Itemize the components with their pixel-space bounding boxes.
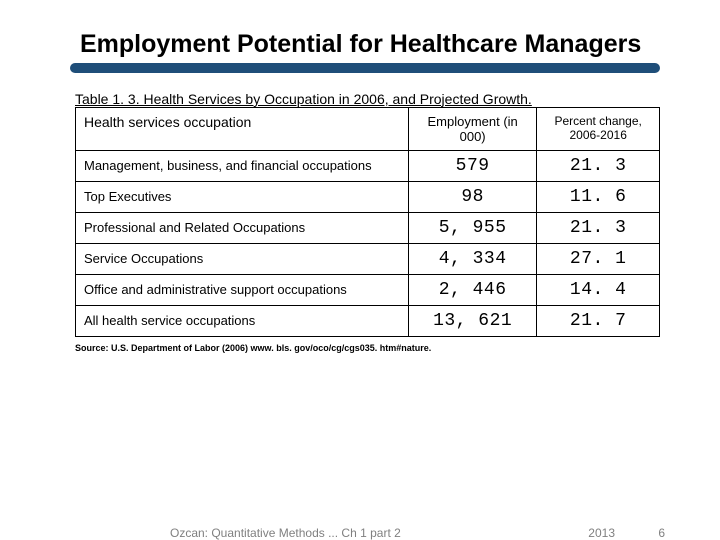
cell-employment: 98 [408, 181, 536, 212]
content-area: Table 1. 3. Health Services by Occupatio… [0, 73, 720, 353]
col-header-occupation: Health services occupation [76, 107, 409, 150]
table-row: All health service occupations 13, 621 2… [76, 305, 660, 336]
cell-occupation: Service Occupations [76, 243, 409, 274]
col-header-employment: Employment (in 000) [408, 107, 536, 150]
cell-percent: 27. 1 [537, 243, 660, 274]
table-header-row: Health services occupation Employment (i… [76, 107, 660, 150]
col-header-percent: Percent change, 2006-2016 [537, 107, 660, 150]
cell-percent: 14. 4 [537, 274, 660, 305]
data-table: Health services occupation Employment (i… [75, 107, 660, 337]
cell-employment: 2, 446 [408, 274, 536, 305]
footer-left: Ozcan: Quantitative Methods ... Ch 1 par… [170, 526, 401, 540]
cell-percent: 11. 6 [537, 181, 660, 212]
cell-employment: 13, 621 [408, 305, 536, 336]
cell-occupation: Top Executives [76, 181, 409, 212]
cell-occupation: Professional and Related Occupations [76, 212, 409, 243]
table-row: Top Executives 98 11. 6 [76, 181, 660, 212]
footer-year: 2013 [588, 526, 615, 540]
slide: Employment Potential for Healthcare Mana… [0, 0, 720, 540]
cell-employment: 5, 955 [408, 212, 536, 243]
title-area: Employment Potential for Healthcare Mana… [0, 0, 720, 59]
cell-occupation: Management, business, and financial occu… [76, 150, 409, 181]
slide-title: Employment Potential for Healthcare Mana… [80, 30, 660, 59]
table-row: Service Occupations 4, 334 27. 1 [76, 243, 660, 274]
cell-percent: 21. 7 [537, 305, 660, 336]
table-row: Management, business, and financial occu… [76, 150, 660, 181]
cell-employment: 4, 334 [408, 243, 536, 274]
cell-percent: 21. 3 [537, 150, 660, 181]
cell-employment: 579 [408, 150, 536, 181]
table-row: Office and administrative support occupa… [76, 274, 660, 305]
cell-occupation: All health service occupations [76, 305, 409, 336]
table-row: Professional and Related Occupations 5, … [76, 212, 660, 243]
footer-page-number: 6 [658, 526, 665, 540]
source-text: Source: U.S. Department of Labor (2006) … [75, 343, 660, 353]
title-underline [70, 63, 660, 73]
table-caption: Table 1. 3. Health Services by Occupatio… [75, 91, 660, 107]
cell-occupation: Office and administrative support occupa… [76, 274, 409, 305]
cell-percent: 21. 3 [537, 212, 660, 243]
